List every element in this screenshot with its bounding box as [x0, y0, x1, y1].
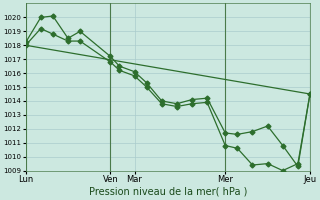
X-axis label: Pression niveau de la mer( hPa ): Pression niveau de la mer( hPa )	[89, 187, 247, 197]
